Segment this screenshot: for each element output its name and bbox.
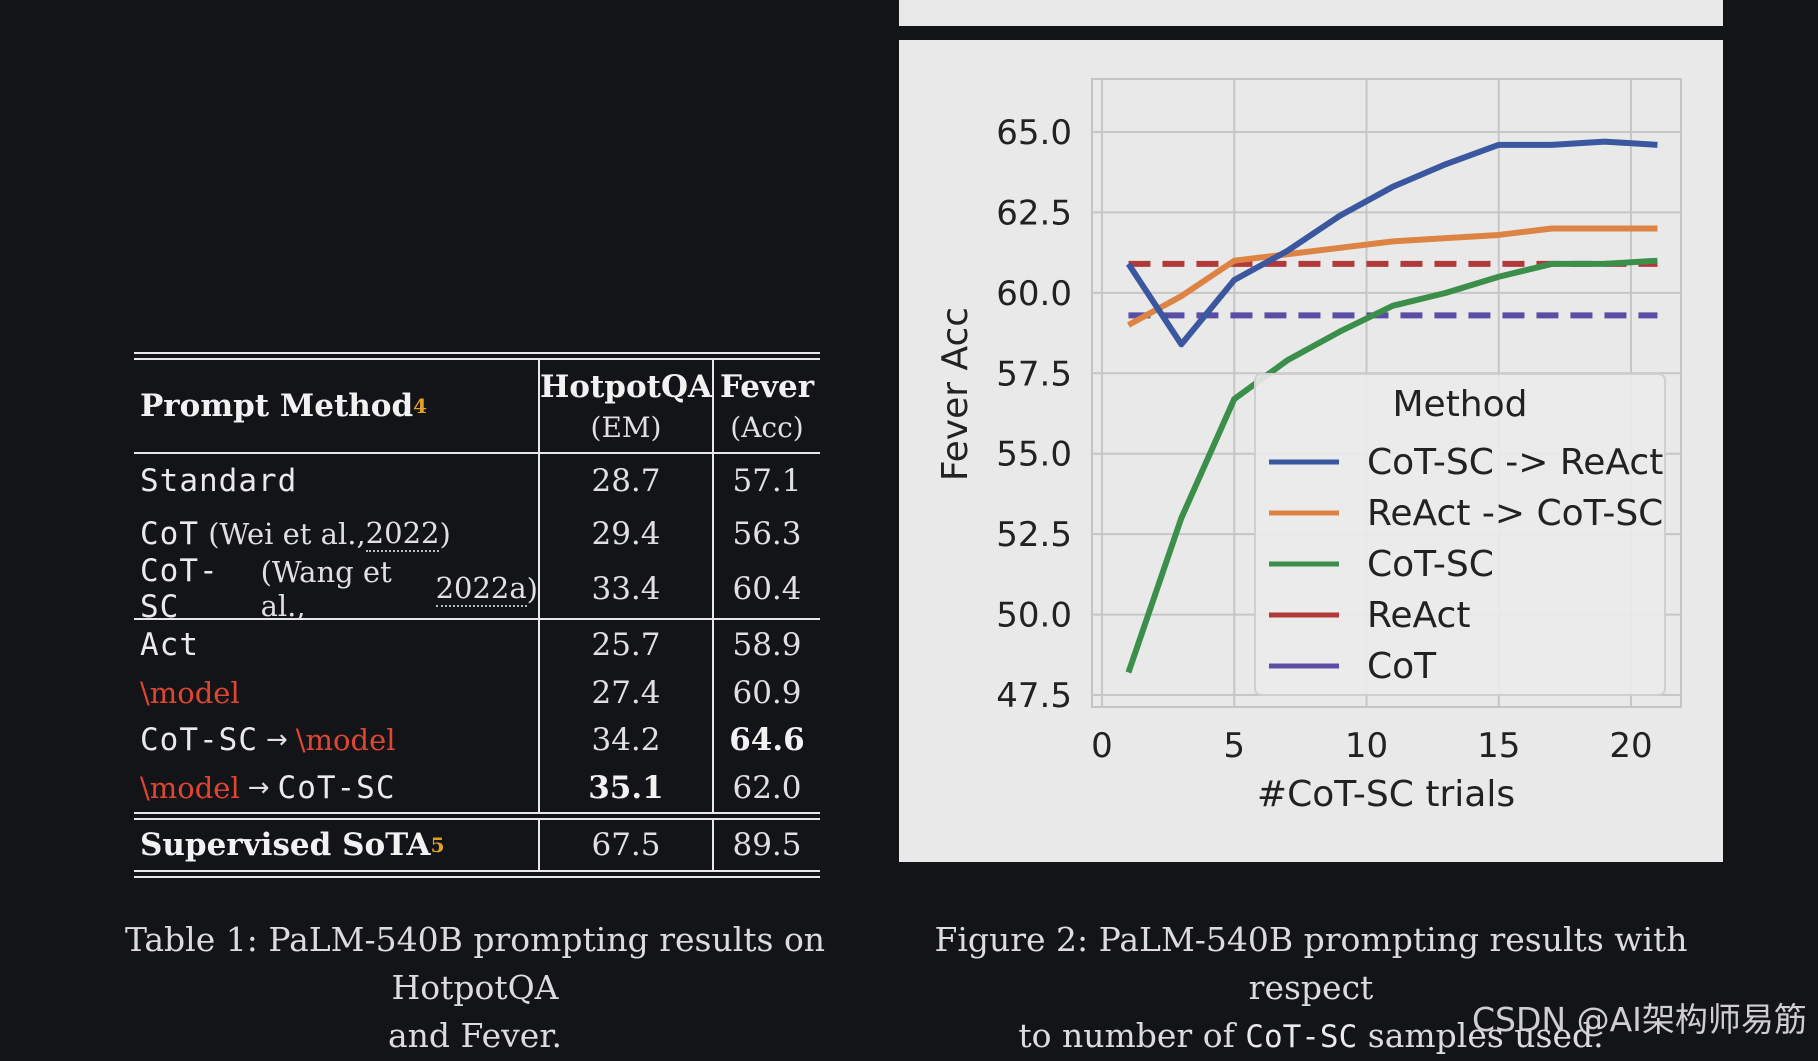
header-fever: Fever (Acc) — [712, 360, 820, 452]
y-tick-label: 57.5 — [996, 354, 1072, 394]
legend-entry: ReAct -> CoT-SC — [1367, 493, 1663, 534]
header-hotpotqa: HotpotQA (EM) — [538, 360, 712, 452]
cell-fever: 56.3 — [712, 508, 820, 560]
series-line-cot-sc — [1125, 257, 1658, 674]
table-row: CoT (Wei et al., 2022) 29.4 56.3 — [134, 508, 820, 560]
cell-hotpot: 33.4 — [538, 560, 712, 618]
method-cot-sc: CoT-SC — [140, 722, 258, 758]
y-tick-label: 62.5 — [996, 193, 1072, 233]
method-cot-sc: CoT-SC — [277, 770, 396, 806]
cell-hotpot-best: 35.1 — [538, 764, 712, 812]
axis-ticks: 0 5 10 15 20 47.5 50.0 52.5 55.0 57.5 60.0 62.5 65.0 — [996, 113, 1652, 766]
table-row-supervised: Supervised SoTA 5 67.5 89.5 — [134, 820, 820, 870]
table-top-rule — [134, 352, 820, 360]
method-react-model: \model — [295, 723, 396, 757]
y-tick-label: 47.5 — [996, 676, 1072, 716]
legend-entry: CoT-SC — [1367, 544, 1494, 585]
table-caption-line1: Table 1: PaLM-540B prompting results on … — [124, 920, 826, 1007]
arrow-icon: → — [265, 725, 288, 755]
cell-hotpot: 29.4 — [538, 508, 712, 560]
citation-close: ) — [439, 517, 451, 551]
cell-fever: 57.1 — [712, 454, 820, 508]
citation: (Wei et al., — [208, 517, 366, 551]
y-tick-label: 52.5 — [996, 515, 1072, 555]
figure-caption-line1: Figure 2: PaLM-540B prompting results wi… — [934, 920, 1688, 1007]
x-tick-label: 0 — [1091, 726, 1113, 766]
cell-hotpot: 67.5 — [538, 820, 712, 870]
y-axis-label: Fever Acc — [935, 307, 976, 481]
method-cot: CoT — [140, 516, 199, 552]
citation-link[interactable]: 2022 — [365, 516, 440, 552]
citation-close: ) — [526, 572, 538, 606]
cell-fever: 60.4 — [712, 560, 820, 618]
cell-fever: 62.0 — [712, 764, 820, 812]
cell-hotpot: 27.4 — [538, 670, 712, 716]
figure-caption-pre: to number of — [1018, 1016, 1246, 1055]
method-react-model: \model — [140, 676, 240, 710]
header-fever-title: Fever — [719, 368, 815, 405]
table-row: \model → CoT-SC 35.1 62.0 — [134, 764, 820, 812]
legend-entry: ReAct — [1367, 595, 1470, 636]
table-row: Standard 28.7 57.1 — [134, 454, 820, 508]
method-supervised-sota: Supervised SoTA — [140, 827, 431, 863]
series-lines — [1125, 138, 1658, 674]
figure-2: 0 5 10 15 20 47.5 50.0 52.5 55.0 57.5 60.0 62.5 65.0… — [899, 40, 1723, 862]
fever-acc-chart: 0 5 10 15 20 47.5 50.0 52.5 55.0 57.5 60.0 62.5 65.0… — [935, 78, 1682, 815]
cell-fever: 58.9 — [712, 620, 820, 670]
cell-hotpot: 25.7 — [538, 620, 712, 670]
cell-hotpot: 28.7 — [538, 454, 712, 508]
table-row: \model 27.4 60.9 — [134, 670, 820, 716]
y-tick-label: 65.0 — [996, 113, 1072, 153]
footnote-5[interactable]: 5 — [430, 833, 445, 857]
header-hotpotqa-sub: (EM) — [590, 410, 662, 444]
x-axis-label: #CoT-SC trials — [1257, 774, 1515, 815]
cell-fever-best: 64.6 — [712, 716, 820, 764]
header-prompt-method: Prompt Method 4 — [134, 360, 538, 452]
legend-title: Method — [1392, 384, 1527, 425]
previous-figure-edge — [899, 0, 1723, 26]
footnote-4[interactable]: 4 — [413, 394, 428, 418]
table-bottom-rule — [134, 870, 820, 878]
table-row: CoT-SC (Wang et al., 2022a) 33.4 60.4 — [134, 553, 820, 625]
x-tick-label: 20 — [1609, 726, 1652, 766]
x-tick-label: 15 — [1477, 726, 1520, 766]
cell-fever: 89.5 — [712, 820, 820, 870]
figure-caption: Figure 2: PaLM-540B prompting results wi… — [905, 916, 1717, 1061]
citation-link[interactable]: 2022a — [435, 571, 527, 607]
y-tick-label: 60.0 — [996, 274, 1072, 314]
x-tick-label: 10 — [1345, 726, 1388, 766]
table-row: CoT-SC → \model 34.2 64.6 — [134, 716, 820, 764]
method-react-model: \model — [140, 771, 240, 805]
legend-entry: CoT-SC -> ReAct — [1367, 442, 1663, 483]
y-tick-label: 50.0 — [996, 596, 1072, 636]
method-cot-sc: CoT-SC — [140, 553, 219, 625]
table-header-row: Prompt Method 4 HotpotQA (EM) Fever (Acc) — [134, 360, 820, 452]
y-tick-label: 55.0 — [996, 435, 1072, 475]
table-row: Act 25.7 58.9 — [134, 620, 820, 670]
method-standard: Standard — [140, 463, 298, 499]
cell-fever: 60.9 — [712, 670, 820, 716]
legend-box — [1254, 373, 1666, 696]
arrow-icon: → — [247, 773, 270, 803]
header-method-label: Prompt Method — [140, 388, 414, 424]
method-act: Act — [140, 627, 199, 663]
table-caption: Table 1: PaLM-540B prompting results on … — [60, 916, 890, 1060]
series-line-cot-sc-react — [1125, 138, 1658, 348]
x-tick-label: 5 — [1223, 726, 1245, 766]
legend-entry: CoT — [1367, 646, 1437, 687]
citation: (Wang et al., — [260, 555, 392, 623]
series-line-react-cot-sc — [1127, 225, 1658, 328]
legend: Method CoT-SC -> ReAct ReAct -> CoT-SC CoT… — [1254, 373, 1666, 696]
results-table: Prompt Method 4 HotpotQA (EM) Fever (Acc)… — [134, 352, 820, 878]
figure-caption-code: CoT-SC — [1245, 1019, 1358, 1055]
table-caption-line2: and Fever. — [388, 1016, 562, 1055]
header-hotpotqa-title: HotpotQA — [540, 368, 713, 405]
watermark: CSDN @AI架构师易筋 — [1472, 1000, 1807, 1039]
cell-hotpot: 34.2 — [538, 716, 712, 764]
header-fever-sub: (Acc) — [730, 410, 804, 444]
